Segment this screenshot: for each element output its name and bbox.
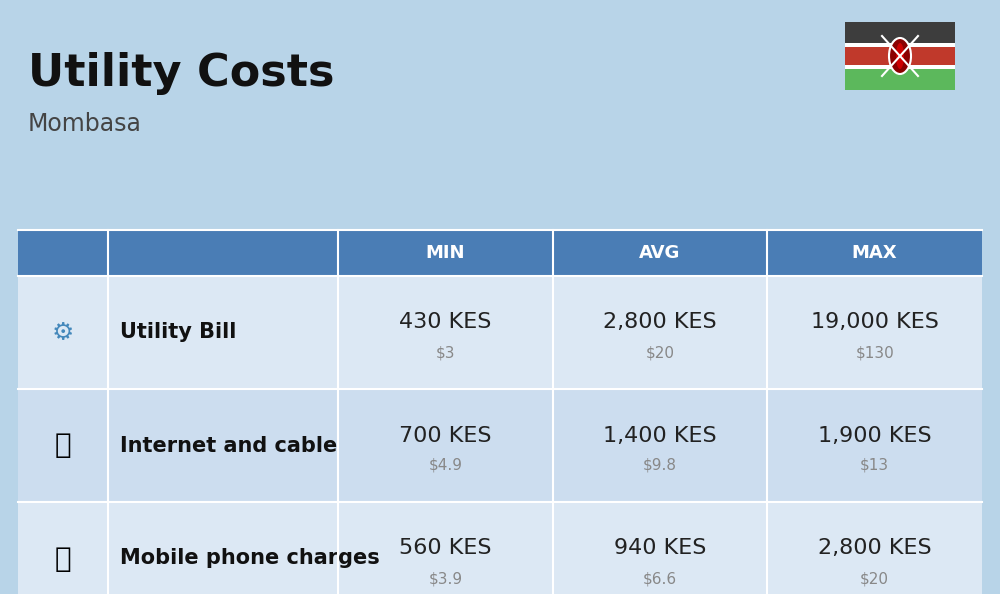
Text: 1,900 KES: 1,900 KES bbox=[818, 425, 931, 446]
Text: 430 KES: 430 KES bbox=[399, 312, 492, 333]
Text: $20: $20 bbox=[860, 571, 889, 586]
Ellipse shape bbox=[896, 43, 904, 69]
Text: $13: $13 bbox=[860, 458, 889, 473]
Bar bbox=[18, 502, 982, 594]
Bar bbox=[18, 389, 982, 502]
Text: 1,400 KES: 1,400 KES bbox=[603, 425, 717, 446]
Text: MIN: MIN bbox=[426, 244, 465, 262]
Text: Utility Costs: Utility Costs bbox=[28, 52, 334, 95]
Bar bbox=[18, 276, 982, 389]
Text: $20: $20 bbox=[646, 345, 674, 360]
Text: $4.9: $4.9 bbox=[428, 458, 462, 473]
Text: 700 KES: 700 KES bbox=[399, 425, 492, 446]
Text: $3: $3 bbox=[436, 345, 455, 360]
Text: 📱: 📱 bbox=[55, 545, 71, 573]
Text: Utility Bill: Utility Bill bbox=[120, 323, 236, 343]
Text: ⚙: ⚙ bbox=[52, 321, 74, 345]
Text: MAX: MAX bbox=[852, 244, 897, 262]
Text: 940 KES: 940 KES bbox=[614, 539, 706, 558]
Bar bbox=[845, 67, 955, 90]
Text: 2,800 KES: 2,800 KES bbox=[603, 312, 717, 333]
Bar bbox=[845, 45, 955, 67]
Text: $9.8: $9.8 bbox=[643, 458, 677, 473]
Text: 19,000 KES: 19,000 KES bbox=[811, 312, 939, 333]
Text: $3.9: $3.9 bbox=[428, 571, 462, 586]
Text: 2,800 KES: 2,800 KES bbox=[818, 539, 931, 558]
Bar bbox=[18, 230, 982, 276]
Text: 📶: 📶 bbox=[55, 431, 71, 460]
Bar bbox=[845, 65, 955, 69]
Text: $130: $130 bbox=[855, 345, 894, 360]
Text: Mobile phone charges: Mobile phone charges bbox=[120, 548, 380, 568]
Bar bbox=[845, 22, 955, 45]
Text: 560 KES: 560 KES bbox=[399, 539, 492, 558]
Text: AVG: AVG bbox=[639, 244, 681, 262]
Text: Internet and cable: Internet and cable bbox=[120, 435, 337, 456]
Bar bbox=[845, 43, 955, 47]
Ellipse shape bbox=[889, 38, 911, 74]
Text: $6.6: $6.6 bbox=[643, 571, 677, 586]
Text: Mombasa: Mombasa bbox=[28, 112, 142, 136]
